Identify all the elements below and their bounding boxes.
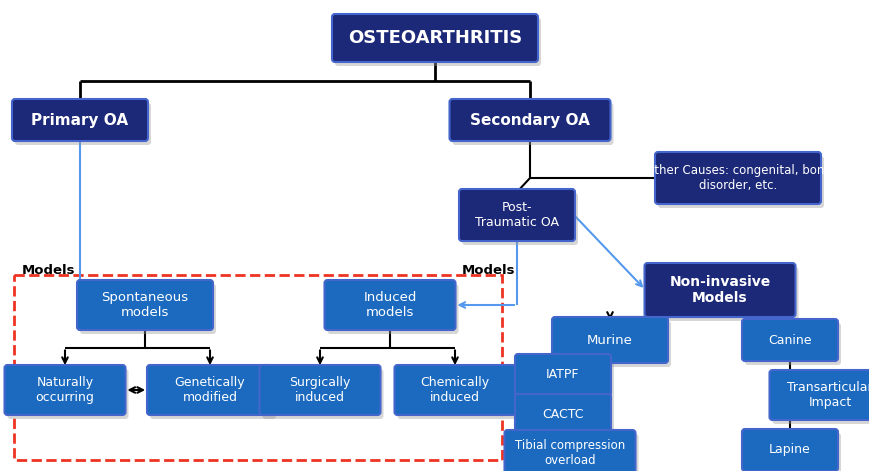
Text: Induced
models: Induced models: [363, 291, 416, 319]
FancyBboxPatch shape: [12, 99, 148, 141]
FancyBboxPatch shape: [741, 319, 837, 361]
FancyBboxPatch shape: [77, 280, 213, 330]
FancyBboxPatch shape: [551, 317, 667, 363]
Bar: [14, 275, 501, 460]
FancyBboxPatch shape: [147, 365, 273, 415]
Text: Surgically
induced: Surgically induced: [289, 376, 350, 404]
FancyBboxPatch shape: [657, 156, 823, 208]
Text: Other Causes: congenital, bone
disorder, etc.: Other Causes: congenital, bone disorder,…: [644, 164, 831, 192]
FancyBboxPatch shape: [504, 430, 634, 471]
FancyBboxPatch shape: [517, 358, 614, 400]
FancyBboxPatch shape: [461, 193, 577, 245]
FancyBboxPatch shape: [4, 365, 125, 415]
FancyBboxPatch shape: [394, 365, 515, 415]
Text: Secondary OA: Secondary OA: [469, 113, 589, 128]
FancyBboxPatch shape: [397, 369, 518, 419]
FancyBboxPatch shape: [744, 433, 840, 471]
FancyBboxPatch shape: [654, 152, 820, 204]
Text: Genetically
modified: Genetically modified: [175, 376, 245, 404]
FancyBboxPatch shape: [335, 18, 541, 66]
FancyBboxPatch shape: [647, 267, 798, 321]
FancyBboxPatch shape: [554, 321, 670, 367]
FancyBboxPatch shape: [262, 369, 383, 419]
FancyBboxPatch shape: [741, 429, 837, 471]
Text: Lapine: Lapine: [768, 444, 810, 456]
FancyBboxPatch shape: [514, 394, 610, 436]
FancyBboxPatch shape: [259, 365, 380, 415]
Text: CACTC: CACTC: [541, 408, 583, 422]
Text: Chemically
induced: Chemically induced: [420, 376, 489, 404]
FancyBboxPatch shape: [514, 354, 610, 396]
FancyBboxPatch shape: [327, 284, 458, 334]
Text: Murine: Murine: [587, 333, 633, 347]
FancyBboxPatch shape: [449, 99, 610, 141]
FancyBboxPatch shape: [80, 284, 216, 334]
FancyBboxPatch shape: [8, 369, 129, 419]
Text: Models: Models: [22, 263, 76, 276]
Text: Primary OA: Primary OA: [31, 113, 129, 128]
FancyBboxPatch shape: [517, 398, 614, 440]
Text: Models: Models: [461, 263, 515, 276]
FancyBboxPatch shape: [744, 323, 840, 365]
FancyBboxPatch shape: [15, 103, 151, 145]
Text: Canine: Canine: [767, 333, 811, 347]
FancyBboxPatch shape: [332, 14, 537, 62]
Text: Non-invasive
Models: Non-invasive Models: [668, 275, 770, 305]
Text: Post-
Traumatic OA: Post- Traumatic OA: [474, 201, 559, 229]
FancyBboxPatch shape: [644, 263, 794, 317]
FancyBboxPatch shape: [324, 280, 455, 330]
FancyBboxPatch shape: [149, 369, 275, 419]
Text: OSTEOARTHRITIS: OSTEOARTHRITIS: [348, 29, 521, 47]
Text: Naturally
occurring: Naturally occurring: [36, 376, 95, 404]
FancyBboxPatch shape: [772, 374, 869, 424]
FancyBboxPatch shape: [768, 370, 869, 420]
Text: Tibial compression
overload: Tibial compression overload: [514, 439, 625, 467]
FancyBboxPatch shape: [459, 189, 574, 241]
Text: Spontaneous
models: Spontaneous models: [102, 291, 189, 319]
Text: Transarticular
Impact: Transarticular Impact: [786, 381, 869, 409]
Text: IATPF: IATPF: [546, 368, 579, 382]
FancyBboxPatch shape: [452, 103, 613, 145]
FancyBboxPatch shape: [507, 434, 638, 471]
